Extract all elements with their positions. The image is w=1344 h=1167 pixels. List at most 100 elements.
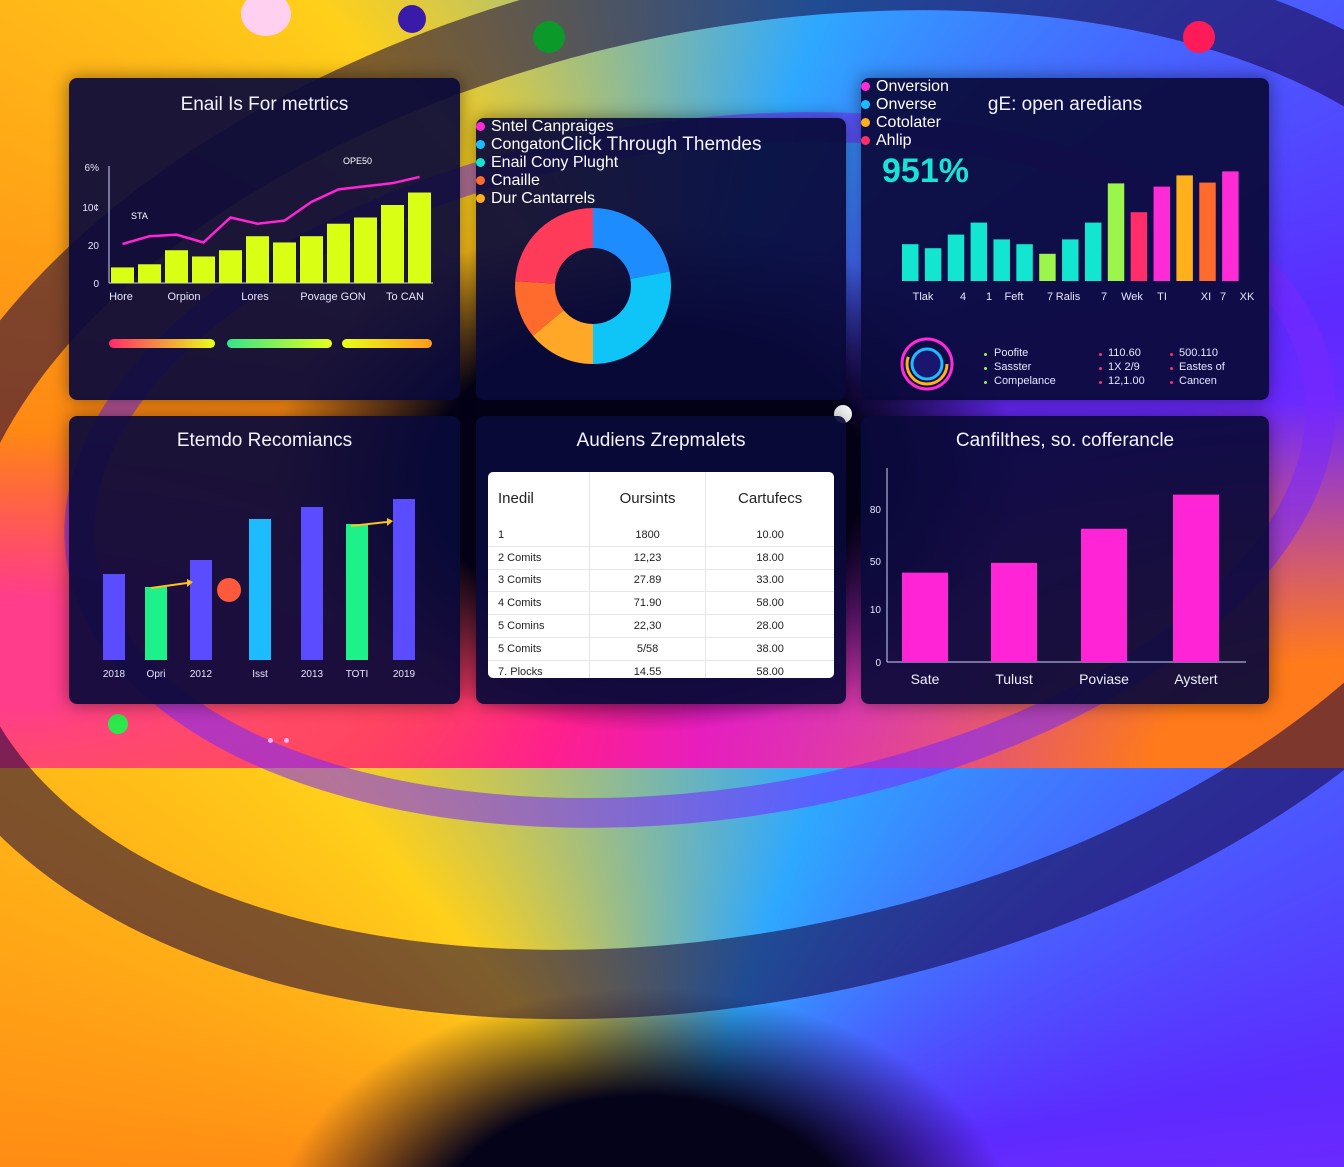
x-tick-label: Poviase bbox=[1079, 671, 1129, 687]
y-tick-label: 10¢ bbox=[82, 203, 99, 214]
stat-bullet bbox=[984, 367, 987, 370]
bar bbox=[902, 572, 948, 662]
trend-line bbox=[122, 175, 420, 246]
donut-slice bbox=[593, 208, 670, 279]
table-cell: 33.00 bbox=[705, 569, 834, 593]
stat-label: Compelance bbox=[994, 375, 1056, 387]
audience-table: Inedil Oursints Cartufecs 1 1800 10.00 2 Comit… bbox=[488, 472, 834, 678]
decor-dot bbox=[268, 738, 273, 743]
table-cell: 5 Comits bbox=[488, 637, 590, 661]
highlight-marker bbox=[217, 578, 241, 602]
donut-slice bbox=[515, 208, 593, 284]
bar bbox=[1173, 494, 1219, 662]
legend-swatch bbox=[476, 140, 485, 150]
open-rates-chart: Tlak 4 1 Feft 7 Ralis 7 Wek TI XI 7 XK bbox=[902, 171, 1255, 303]
x-tick-label: Opri bbox=[147, 669, 166, 680]
legend-swatch bbox=[476, 158, 485, 168]
table-cell: 12,23 bbox=[588, 546, 706, 570]
panel-title: Etemdo Recomiancs bbox=[176, 430, 353, 451]
x-tick-label: Tulust bbox=[995, 671, 1033, 687]
x-tick-label: XK bbox=[1240, 291, 1255, 303]
table-cell: 28.00 bbox=[705, 614, 834, 638]
table-cell: 2 Comits bbox=[488, 546, 590, 570]
decor-dot bbox=[241, 0, 291, 36]
legend-item: Cotolater bbox=[861, 114, 1269, 132]
legend-swatch bbox=[861, 82, 870, 92]
legend-item: Onversion bbox=[861, 78, 1269, 96]
x-tick-label: Feft bbox=[1005, 291, 1024, 303]
bar bbox=[902, 244, 919, 281]
stat-value: 1X 2/9 bbox=[1108, 361, 1140, 373]
bar bbox=[219, 250, 242, 283]
legend-item: Congaton bbox=[476, 136, 846, 154]
x-tick-label: Tlak bbox=[913, 291, 934, 303]
x-tick-label: TI bbox=[1157, 291, 1167, 303]
legend-label: Sntel Canpraiges bbox=[491, 118, 614, 135]
audience-table-card: Inedil Oursints Cartufecs 1 1800 10.00 2 Comit… bbox=[488, 472, 834, 678]
bar bbox=[947, 234, 965, 281]
stat-value: 12,1.00 bbox=[1108, 375, 1145, 387]
stat-bullet bbox=[1099, 381, 1102, 384]
bar bbox=[192, 256, 215, 283]
bar bbox=[249, 519, 271, 660]
big-value: 951% bbox=[882, 152, 969, 190]
table-row: 5 Comins 22,30 28.00 bbox=[488, 614, 834, 638]
x-tick-label: XI bbox=[1201, 291, 1211, 303]
stat-value: 110.60 bbox=[1108, 347, 1141, 359]
conference-chart: 0 10 50 80 Sate Tulust Poviase Aystert bbox=[870, 468, 1246, 687]
table-cell: 58.00 bbox=[705, 591, 834, 616]
table-cell: 4 Comits bbox=[488, 591, 590, 616]
trend-arrow bbox=[150, 582, 188, 589]
x-tick-label: 7 bbox=[1220, 291, 1226, 303]
bar bbox=[1199, 182, 1216, 281]
legend-label: Onverse bbox=[876, 96, 937, 113]
table-header-row: Inedil Oursints Cartufecs bbox=[488, 472, 834, 524]
x-tick-label: Povage GON bbox=[300, 291, 365, 303]
ring-icon bbox=[900, 337, 954, 391]
legend-item: Enail Cony Plught bbox=[476, 154, 846, 172]
y-tick-label: 6% bbox=[85, 163, 100, 174]
x-tick-label: 2013 bbox=[301, 669, 324, 680]
stat-bullet bbox=[1099, 353, 1102, 356]
bar bbox=[145, 587, 167, 660]
legend-swatch bbox=[476, 176, 485, 186]
annotation: STA bbox=[131, 211, 148, 221]
donut-legend: Sntel Canpraiges Congaton Enail Cony Plugh… bbox=[476, 118, 846, 208]
trend-panel: Etemdo Recomiancs 2018 Opri 2012 Isst 2013 TO… bbox=[69, 416, 460, 704]
legend-label: Enail Cony Plught bbox=[491, 154, 619, 171]
table-cell: 38.00 bbox=[705, 637, 834, 661]
x-tick-label: Lores bbox=[241, 291, 269, 303]
decor-dot bbox=[398, 5, 426, 33]
conference-panel: Canfilthes, so. cofferancle 0 10 50 80 Sate T… bbox=[861, 416, 1269, 704]
table-cell: 22,30 bbox=[588, 614, 706, 638]
panel-title: Audiens Zrepmalets bbox=[576, 430, 746, 451]
legend-swatch bbox=[861, 118, 870, 128]
x-tick-label: Ralis bbox=[1056, 291, 1081, 303]
bar bbox=[111, 267, 134, 283]
y-tick-label: 0 bbox=[875, 658, 881, 669]
x-tick-label: TOTI bbox=[346, 669, 369, 680]
annotation: OPE50 bbox=[343, 156, 372, 166]
table-row: 4 Comits 71.90 58.00 bbox=[488, 591, 834, 616]
panel-title: Enail Is For metrtics bbox=[180, 94, 349, 115]
table-cell: 58.00 bbox=[705, 660, 834, 678]
x-tick-label: 7 bbox=[1101, 291, 1107, 303]
bar bbox=[301, 507, 323, 660]
x-tick-label: 1 bbox=[986, 291, 992, 303]
trend-chart: 2018 Opri 2012 Isst 2013 TOTI 2019 bbox=[103, 499, 416, 680]
y-tick-label: 80 bbox=[870, 505, 882, 516]
bar bbox=[273, 242, 296, 283]
table-header-cell: Oursints bbox=[588, 472, 706, 524]
y-tick-label: 10 bbox=[870, 605, 882, 616]
legend-bar bbox=[342, 339, 432, 348]
bar bbox=[190, 560, 212, 660]
x-tick-label: 2012 bbox=[190, 669, 213, 680]
x-tick-label: Orpion bbox=[167, 291, 200, 303]
legend-item: Onverse bbox=[861, 96, 1269, 114]
legend-item: Dur Cantarrels bbox=[476, 190, 846, 208]
table-header-cell: Cartufecs bbox=[705, 472, 834, 524]
legend-label: Ahlip bbox=[876, 132, 912, 149]
table-cell: 5 Comins bbox=[488, 614, 590, 638]
x-tick-label: 2018 bbox=[103, 669, 126, 680]
bar bbox=[300, 236, 323, 283]
